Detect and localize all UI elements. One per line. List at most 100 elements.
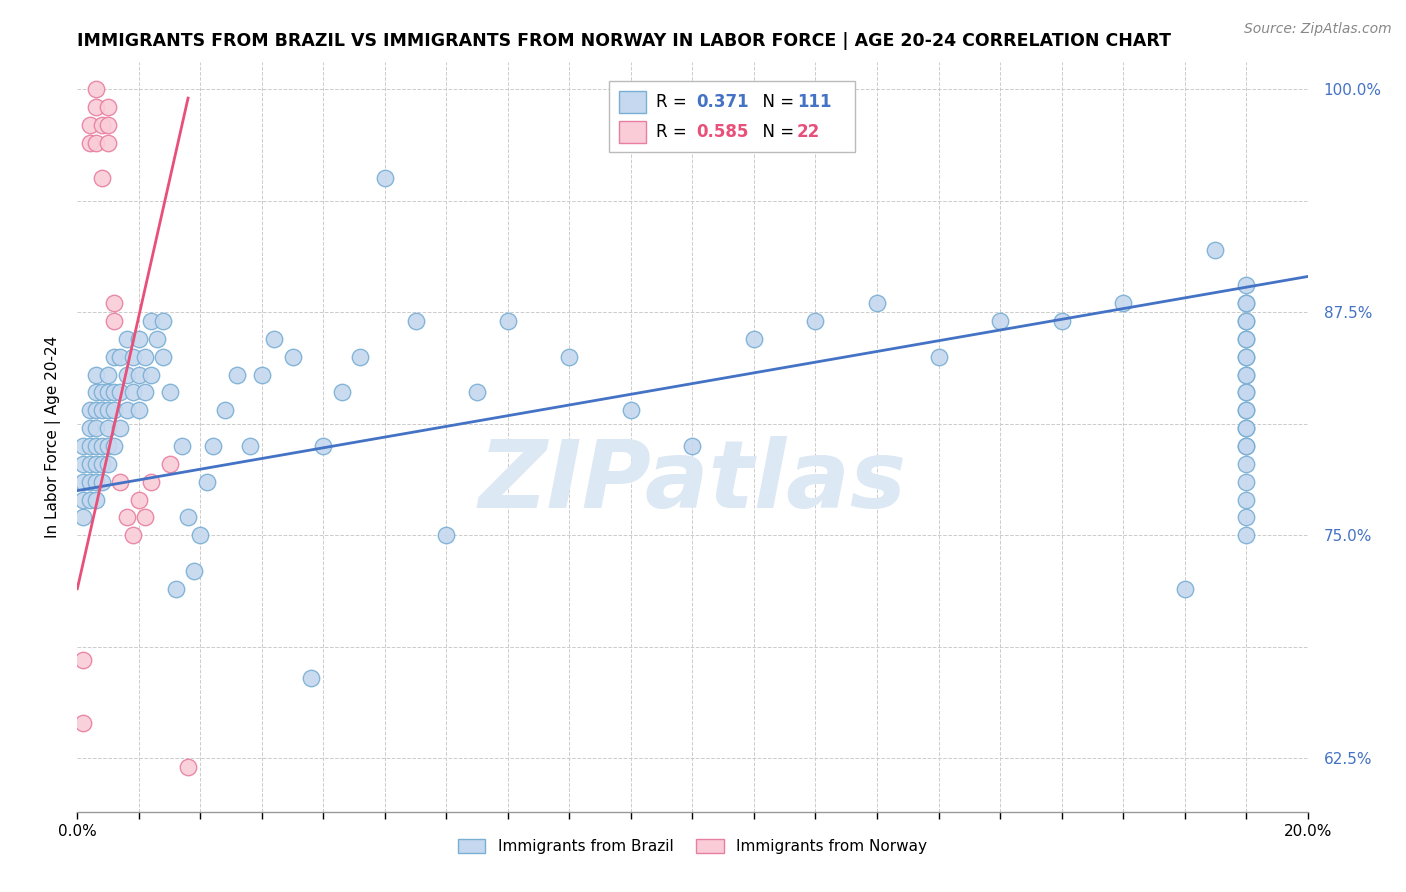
Point [72, 510, 94, 524]
Point [103, 385, 125, 400]
Point [1234, 314, 1257, 328]
Point [141, 314, 163, 328]
Point [1234, 278, 1257, 293]
Point [682, 439, 704, 453]
Point [134, 350, 156, 364]
Point [84, 457, 107, 471]
Point [115, 332, 138, 346]
Point [1234, 492, 1257, 507]
Point [250, 368, 273, 382]
Point [97, 403, 120, 417]
Point [72, 715, 94, 730]
Point [103, 296, 125, 310]
Bar [619, 121, 645, 144]
Point [988, 314, 1011, 328]
Point [866, 296, 889, 310]
Point [134, 510, 156, 524]
Point [1234, 296, 1257, 310]
Point [97, 118, 120, 132]
Point [90, 118, 114, 132]
Point [436, 528, 458, 542]
Point [1234, 296, 1257, 310]
Text: R =: R = [655, 93, 692, 112]
Point [1234, 439, 1257, 453]
Point [141, 475, 163, 489]
Point [1234, 385, 1257, 400]
Y-axis label: In Labor Force | Age 20-24: In Labor Force | Age 20-24 [45, 336, 60, 538]
Point [177, 510, 200, 524]
Point [1234, 368, 1257, 382]
Point [121, 350, 143, 364]
Point [620, 403, 643, 417]
Point [97, 100, 120, 114]
Text: N =: N = [752, 123, 799, 141]
Text: R =: R = [655, 123, 692, 141]
Point [170, 439, 193, 453]
Point [110, 350, 132, 364]
Point [146, 332, 169, 346]
Point [84, 439, 107, 453]
Point [1204, 243, 1226, 257]
Point [1112, 296, 1135, 310]
Point [84, 100, 107, 114]
Point [90, 439, 114, 453]
Point [159, 385, 181, 400]
Legend: Immigrants from Brazil, Immigrants from Norway: Immigrants from Brazil, Immigrants from … [451, 832, 934, 860]
Point [405, 314, 427, 328]
Point [90, 475, 114, 489]
Point [349, 350, 371, 364]
Point [72, 475, 94, 489]
Point [177, 760, 200, 774]
Point [1234, 403, 1257, 417]
Point [312, 439, 335, 453]
Point [72, 439, 94, 453]
Point [496, 314, 519, 328]
Point [79, 492, 101, 507]
Point [330, 385, 353, 400]
Point [79, 403, 101, 417]
Point [465, 385, 488, 400]
Point [79, 457, 101, 471]
Point [1234, 457, 1257, 471]
Point [1050, 314, 1073, 328]
Text: 0.585: 0.585 [696, 123, 748, 141]
Point [152, 350, 174, 364]
Point [558, 350, 581, 364]
Point [84, 136, 107, 150]
Text: N =: N = [752, 93, 799, 112]
Point [103, 439, 125, 453]
Point [103, 350, 125, 364]
Point [159, 457, 181, 471]
Point [1234, 510, 1257, 524]
Point [110, 421, 132, 435]
Bar [619, 91, 645, 113]
Point [121, 385, 143, 400]
Point [742, 332, 765, 346]
Point [90, 403, 114, 417]
Text: Source: ZipAtlas.com: Source: ZipAtlas.com [1244, 22, 1392, 37]
Point [1174, 582, 1197, 596]
Point [128, 368, 150, 382]
Point [84, 403, 107, 417]
Point [128, 403, 150, 417]
Point [79, 421, 101, 435]
Point [103, 403, 125, 417]
Point [201, 439, 224, 453]
Point [79, 118, 101, 132]
Point [183, 564, 205, 578]
FancyBboxPatch shape [609, 81, 855, 153]
Point [928, 350, 950, 364]
Point [72, 457, 94, 471]
Point [1234, 475, 1257, 489]
Text: 22: 22 [797, 123, 820, 141]
Point [103, 314, 125, 328]
Point [72, 653, 94, 667]
Point [281, 350, 304, 364]
Point [188, 528, 212, 542]
Point [97, 439, 120, 453]
Point [374, 171, 396, 186]
Point [1234, 421, 1257, 435]
Point [79, 439, 101, 453]
Point [141, 368, 163, 382]
Point [121, 528, 143, 542]
